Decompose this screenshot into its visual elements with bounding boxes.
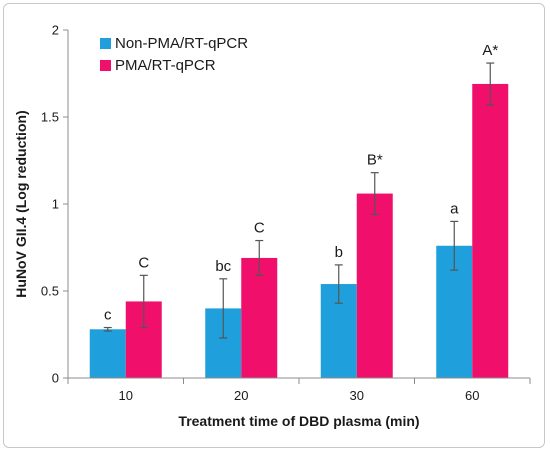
legend: Non-PMA/RT-qPCR PMA/RT-qPCR [100, 35, 248, 74]
y-tick-label: 2 [52, 23, 59, 38]
x-tick-label: 30 [350, 388, 364, 403]
y-ticks: 0 0.5 1 1.5 2 [41, 23, 68, 386]
y-axis-title: HuNoV GII.4 (Log reduction) [13, 110, 29, 297]
data-labels-layer: c bc b a C C B* A* [104, 42, 498, 323]
y-tick-label: 0 [52, 371, 59, 386]
data-label: C [254, 220, 265, 237]
bars-layer [89, 83, 509, 378]
data-label: A* [482, 42, 498, 59]
y-tick-label: 0.5 [41, 284, 59, 299]
legend-label: PMA/RT-qPCR [115, 57, 216, 74]
x-tick-label: 10 [119, 388, 133, 403]
y-tick-label: 1.5 [41, 110, 59, 125]
bar [356, 193, 393, 378]
legend-label: Non-PMA/RT-qPCR [115, 35, 248, 52]
data-label: b [335, 244, 343, 261]
x-tick-label: 60 [465, 388, 479, 403]
data-label: C [138, 254, 149, 271]
x-axis-title: Treatment time of DBD plasma (min) [178, 413, 419, 429]
x-tick-label: 20 [234, 388, 248, 403]
legend-swatch [100, 38, 111, 49]
legend-swatch [100, 60, 111, 71]
y-tick-label: 1 [52, 197, 59, 212]
bar [241, 257, 278, 378]
bar [472, 83, 509, 378]
data-label: c [104, 307, 112, 324]
data-label: B* [367, 152, 383, 169]
data-label: a [450, 200, 459, 217]
bar [89, 329, 126, 378]
data-label: bc [215, 258, 231, 275]
x-ticks: 10 20 30 60 [67, 378, 531, 403]
error-bars-layer [103, 62, 495, 339]
